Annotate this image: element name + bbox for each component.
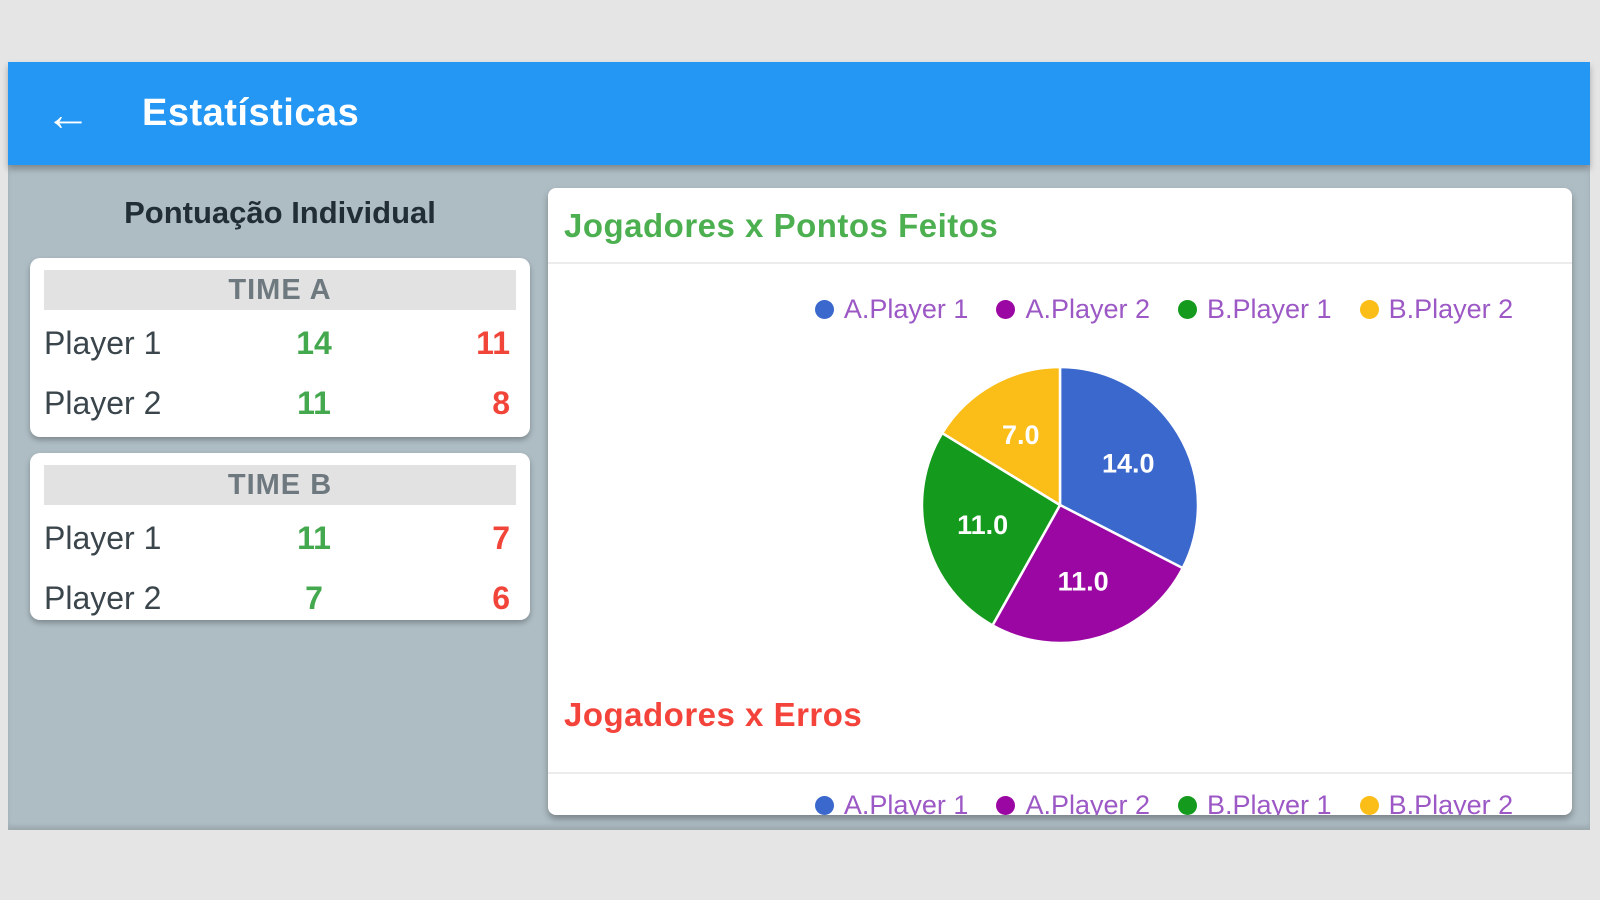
legend-color-dot <box>1178 300 1197 319</box>
legend-color-dot <box>814 300 834 319</box>
pie-chart-pontos: 14.0 11.0 11.0 7.0 <box>920 365 1200 645</box>
legend-label: A.Player 2 <box>1025 294 1150 324</box>
pie-slice <box>920 431 1062 627</box>
player-name: Player 1 <box>44 519 162 556</box>
legend-color-dot <box>1359 796 1379 815</box>
pie-slice-label: 14.0 <box>1102 448 1155 478</box>
table-row: Player 2 11 8 <box>30 376 530 430</box>
legend-item: A.Player 2 <box>996 294 1150 325</box>
team-b-header: TIME B <box>44 465 516 505</box>
table-row: Player 1 11 7 <box>30 511 530 565</box>
player-points: 7 <box>305 579 323 616</box>
legend-color-dot <box>1359 300 1379 319</box>
player-name: Player 1 <box>44 324 162 361</box>
team-b-card: TIME B Player 1 11 7 Player 2 7 6 <box>30 453 530 620</box>
legend-color-dot <box>814 796 834 815</box>
pie-slice-label: 11.0 <box>1058 567 1109 597</box>
legend-item: A.Player 1 <box>814 294 969 325</box>
legend-item: B.Player 1 <box>1178 294 1332 325</box>
divider <box>548 772 1572 774</box>
pie-slice <box>940 365 1062 507</box>
legend-item: A.Player 2 <box>996 790 1150 815</box>
divider <box>548 262 1572 264</box>
player-points: 11 <box>297 384 331 421</box>
legend-item: B.Player 1 <box>1178 790 1332 815</box>
pie-slice <box>1058 365 1200 570</box>
chart-title-erros: Jogadores x Erros <box>564 696 863 733</box>
table-row: Player 1 14 11 <box>30 316 530 370</box>
legend-item: B.Player 2 <box>1359 294 1514 325</box>
legend-item: A.Player 1 <box>814 790 969 815</box>
app-bar: ← Estatísticas <box>8 62 1590 165</box>
left-panel-title: Pontuação Individual <box>124 195 436 230</box>
player-errors: 8 <box>492 384 510 421</box>
player-name: Player 2 <box>44 579 162 616</box>
page-title: Estatísticas <box>142 92 360 134</box>
legend-label: A.Player 1 <box>843 294 969 324</box>
arrow-left-icon: ← <box>45 87 91 140</box>
team-a-header: TIME A <box>44 270 516 310</box>
team-a-card: TIME A Player 1 14 11 Player 2 11 8 <box>30 258 530 437</box>
player-points: 14 <box>296 324 332 361</box>
legend-label: B.Player 2 <box>1388 790 1514 815</box>
back-button[interactable]: ← <box>38 84 98 144</box>
pie-legend-pontos: A.Player 1 A.Player 2 B.Player 1 B.Player 2 <box>652 294 1572 325</box>
player-errors: 7 <box>492 519 510 556</box>
legend-label: B.Player 1 <box>1207 790 1332 815</box>
chart-title-pontos-feitos: Jogadores x Pontos Feitos <box>564 207 999 244</box>
player-errors: 11 <box>476 324 510 361</box>
legend-color-dot <box>996 796 1016 815</box>
pie-legend-erros: A.Player 1 A.Player 2 B.Player 1 B.Player 2 <box>652 790 1572 815</box>
charts-card: Jogadores x Pontos Feitos A.Player 1 A.Pl… <box>548 188 1572 815</box>
pie-slice <box>991 503 1184 645</box>
legend-label: A.Player 1 <box>843 790 969 815</box>
legend-item: B.Player 2 <box>1359 790 1514 815</box>
table-row: Player 2 7 6 <box>30 571 530 620</box>
player-name: Player 2 <box>44 384 162 421</box>
legend-color-dot <box>1178 796 1197 815</box>
player-errors: 6 <box>492 579 510 616</box>
legend-label: B.Player 2 <box>1388 294 1514 324</box>
app-content: Pontuação Individual TIME A Player 1 14 … <box>8 165 1590 830</box>
player-points: 11 <box>297 519 331 556</box>
legend-label: A.Player 2 <box>1025 790 1150 815</box>
legend-color-dot <box>996 300 1016 319</box>
pie-slice-label: 7.0 <box>1002 420 1040 450</box>
pie-slice-label: 11.0 <box>957 510 1008 540</box>
legend-label: B.Player 1 <box>1207 294 1332 324</box>
